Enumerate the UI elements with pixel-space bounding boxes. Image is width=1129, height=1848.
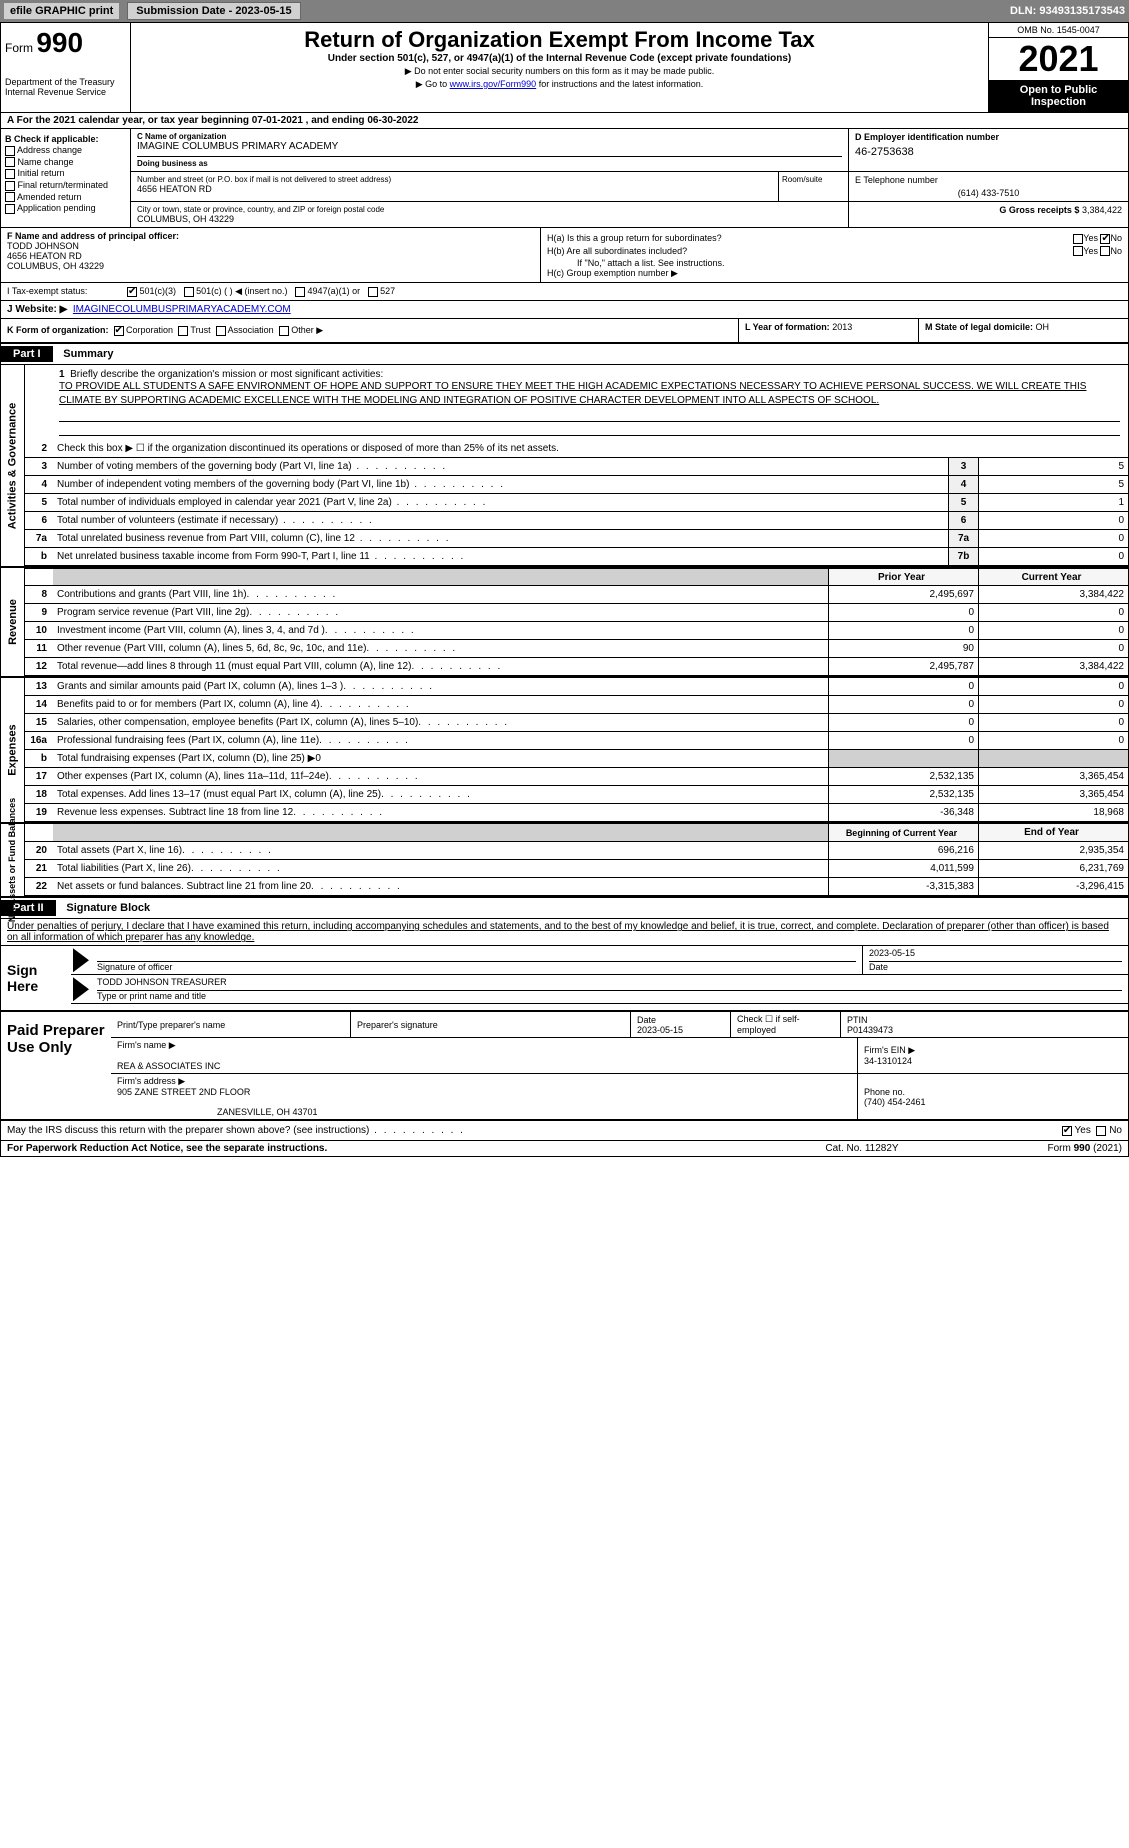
gov-row-5: 5Total number of individuals employed in… — [25, 494, 1128, 512]
cb-501c[interactable] — [184, 287, 194, 297]
gov-row-4: 4Number of independent voting members of… — [25, 476, 1128, 494]
footer-row: For Paperwork Reduction Act Notice, see … — [1, 1141, 1128, 1156]
form-main: Form 990 Department of the Treasury Inte… — [0, 22, 1129, 1157]
fin-row-8: 8Contributions and grants (Part VIII, li… — [25, 586, 1128, 604]
mission-block: 1 Briefly describe the organization's mi… — [25, 365, 1128, 440]
form-header: Form 990 Department of the Treasury Inte… — [1, 23, 1128, 113]
activities-governance: Activities & Governance 1 Briefly descri… — [1, 365, 1128, 568]
tax-year: 2021 — [989, 38, 1128, 80]
form-number: 990 — [36, 27, 83, 58]
cb-other[interactable] — [279, 326, 289, 336]
fin-row-9: 9Program service revenue (Part VIII, lin… — [25, 604, 1128, 622]
part1-header: Part I Summary — [1, 344, 1128, 365]
gov-row-7a: 7aTotal unrelated business revenue from … — [25, 530, 1128, 548]
fin-row-12: 12Total revenue—add lines 8 through 11 (… — [25, 658, 1128, 676]
dept-treasury: Department of the Treasury Internal Reve… — [5, 77, 126, 97]
fin-row-14: 14Benefits paid to or for members (Part … — [25, 696, 1128, 714]
cb-initial: Initial return — [5, 168, 126, 179]
cb-amended: Amended return — [5, 192, 126, 203]
officer-name: F Name and address of principal officer:… — [1, 228, 541, 282]
year-block: OMB No. 1545-0047 2021 Open to Public In… — [988, 23, 1128, 112]
tel-cell: E Telephone number (614) 433-7510 — [848, 172, 1128, 201]
fin-row-17: 17Other expenses (Part IX, column (A), l… — [25, 768, 1128, 786]
cb-trust[interactable] — [178, 326, 188, 336]
gross-receipts: G Gross receipts $ 3,384,422 — [848, 202, 1128, 227]
gov-row-b: bNet unrelated business taxable income f… — [25, 548, 1128, 566]
efile-badge: efile GRAPHIC print — [4, 3, 119, 19]
side-ag: Activities & Governance — [1, 365, 25, 566]
sig-declaration: Under penalties of perjury, I declare th… — [1, 919, 1128, 946]
open-to-public: Open to Public Inspection — [989, 80, 1128, 112]
form-number-block: Form 990 Department of the Treasury Inte… — [1, 23, 131, 112]
gov-row-6: 6Total number of volunteers (estimate if… — [25, 512, 1128, 530]
gov-row-3: 3Number of voting members of the governi… — [25, 458, 1128, 476]
omb-number: OMB No. 1545-0047 — [989, 23, 1128, 38]
fin-row-11: 11Other revenue (Part VIII, column (A), … — [25, 640, 1128, 658]
cb-501c3[interactable] — [127, 287, 137, 297]
revenue-section: Revenue Prior Year Current Year 8Contrib… — [1, 568, 1128, 678]
fin-row-20: 20Total assets (Part X, line 16) 696,216… — [25, 842, 1128, 860]
group-return: H(a) Is this a group return for subordin… — [541, 228, 1128, 282]
cb-pending: Application pending — [5, 203, 126, 214]
irs-link[interactable]: www.irs.gov/Form990 — [450, 79, 537, 89]
officer-row: F Name and address of principal officer:… — [1, 228, 1128, 283]
sign-here-block: Sign Here Signature of officer 2023-05-1… — [1, 946, 1128, 1012]
q2: 2Check this box ▶ ☐ if the organization … — [25, 440, 1128, 458]
cb-final: Final return/terminated — [5, 180, 126, 191]
part2-header: Part II Signature Block — [1, 898, 1128, 919]
fin-row-19: 19Revenue less expenses. Subtract line 1… — [25, 804, 1128, 822]
arrow-icon — [73, 948, 89, 972]
line-16b: b Total fundraising expenses (Part IX, c… — [25, 750, 1128, 768]
info-block: B Check if applicable: Address change Na… — [1, 129, 1128, 228]
street-cell: Number and street (or P.O. box if mail i… — [131, 172, 778, 201]
tax-period: A For the 2021 calendar year, or tax yea… — [1, 113, 1128, 129]
instructions-note: ▶ Go to www.irs.gov/Form990 for instruct… — [135, 79, 984, 90]
cb-discuss-yes[interactable] — [1062, 1126, 1072, 1136]
side-revenue: Revenue — [1, 568, 25, 676]
cb-corp[interactable] — [114, 326, 124, 336]
fin-header: Prior Year Current Year — [25, 568, 1128, 586]
submission-date-btn[interactable]: Submission Date - 2023-05-15 — [127, 2, 300, 20]
fin-row-21: 21Total liabilities (Part X, line 26) 4,… — [25, 860, 1128, 878]
form-prefix: Form — [5, 41, 33, 55]
room-cell: Room/suite — [778, 172, 848, 201]
cb-name: Name change — [5, 157, 126, 168]
form-title-block: Return of Organization Exempt From Incom… — [131, 23, 988, 112]
tax-status-row: I Tax-exempt status: 501(c)(3) 501(c) ( … — [1, 283, 1128, 301]
netassets-section: Net Assets or Fund Balances Beginning of… — [1, 824, 1128, 898]
form-subtitle: Under section 501(c), 527, or 4947(a)(1)… — [135, 53, 984, 64]
state-domicile: M State of legal domicile: OH — [918, 319, 1128, 342]
dln: DLN: 93493135173543 — [1010, 5, 1125, 17]
city-cell: City or town, state or province, country… — [131, 202, 848, 227]
arrow-icon — [73, 977, 89, 1001]
name-address-col: C Name of organization IMAGINE COLUMBUS … — [131, 129, 1128, 227]
year-formation: L Year of formation: 2013 — [738, 319, 918, 342]
fin-row-13: 13Grants and similar amounts paid (Part … — [25, 678, 1128, 696]
org-name-cell: C Name of organization IMAGINE COLUMBUS … — [131, 129, 848, 171]
fin-row-18: 18Total expenses. Add lines 13–17 (must … — [25, 786, 1128, 804]
side-netassets: Net Assets or Fund Balances — [1, 824, 25, 896]
net-header: Beginning of Current Year End of Year — [25, 824, 1128, 842]
cb-527[interactable] — [368, 287, 378, 297]
form-title: Return of Organization Exempt From Incom… — [135, 27, 984, 53]
ssn-note: ▶ Do not enter social security numbers o… — [135, 66, 984, 77]
fin-row-22: 22Net assets or fund balances. Subtract … — [25, 878, 1128, 896]
discuss-row: May the IRS discuss this return with the… — [1, 1121, 1128, 1141]
topbar: efile GRAPHIC print Submission Date - 20… — [0, 0, 1129, 22]
check-applicable: B Check if applicable: Address change Na… — [1, 129, 131, 227]
fin-row-15: 15Salaries, other compensation, employee… — [25, 714, 1128, 732]
cb-discuss-no[interactable] — [1096, 1126, 1106, 1136]
org-form-row: K Form of organization: Corporation Trus… — [1, 319, 1128, 344]
cb-address: Address change — [5, 145, 126, 156]
cb-assoc[interactable] — [216, 326, 226, 336]
fin-row-16a: 16aProfessional fundraising fees (Part I… — [25, 732, 1128, 750]
org-website-link[interactable]: IMAGINECOLUMBUSPRIMARYACADEMY.COM — [73, 304, 291, 315]
cb-4947[interactable] — [295, 287, 305, 297]
expenses-section: Expenses 13Grants and similar amounts pa… — [1, 678, 1128, 824]
website-row: J Website: ▶ IMAGINECOLUMBUSPRIMARYACADE… — [1, 301, 1128, 319]
fin-row-10: 10Investment income (Part VIII, column (… — [25, 622, 1128, 640]
ein-cell: D Employer identification number 46-2753… — [848, 129, 1128, 171]
paid-preparer-block: Paid Preparer Use Only Print/Type prepar… — [1, 1012, 1128, 1121]
